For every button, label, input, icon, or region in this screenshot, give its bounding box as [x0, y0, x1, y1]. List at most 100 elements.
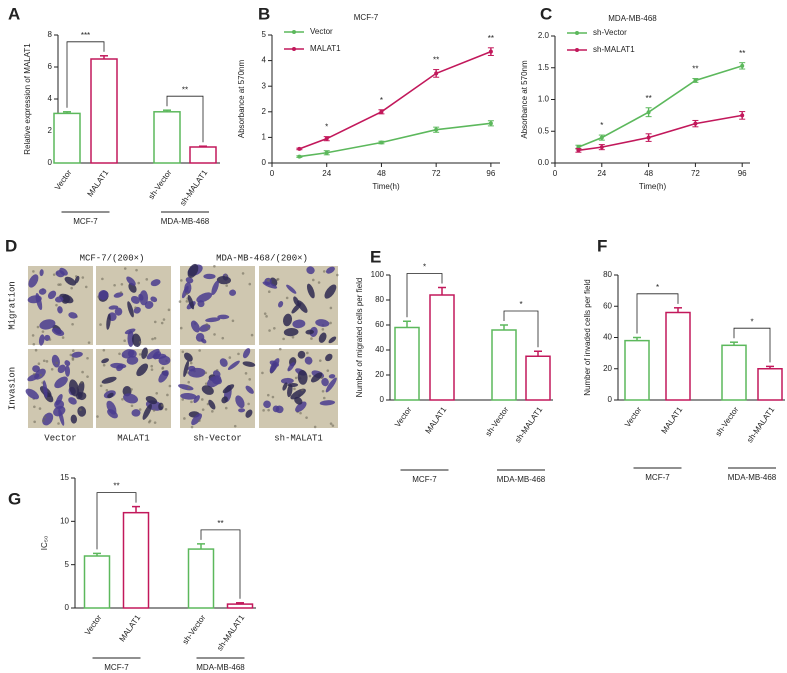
significance-bracket	[636, 293, 679, 334]
y-tick-label: 80	[603, 270, 612, 279]
cell	[70, 414, 78, 424]
pore	[105, 389, 109, 392]
pore	[86, 356, 89, 360]
micrograph	[27, 266, 93, 346]
cell	[51, 327, 65, 336]
pore	[205, 323, 209, 326]
y-tick-label: 1	[262, 133, 267, 142]
point	[599, 145, 604, 150]
y-axis-label: Number of migrated cells per field	[355, 278, 364, 398]
panel-letter: F	[597, 236, 607, 255]
pore	[138, 408, 142, 411]
x-tick-label: 72	[691, 169, 700, 178]
bar	[394, 326, 420, 401]
cell	[185, 277, 194, 284]
group-label: MDA-MB-468	[196, 663, 245, 672]
cell	[55, 270, 65, 278]
cell	[217, 314, 230, 320]
pore	[50, 367, 54, 371]
cell	[245, 409, 253, 418]
cell	[290, 388, 306, 400]
pore	[294, 376, 298, 380]
point	[297, 154, 302, 159]
cell	[201, 385, 214, 395]
cell	[208, 399, 216, 410]
cell	[59, 293, 74, 304]
cell	[187, 263, 199, 278]
pore	[263, 312, 267, 315]
image-title: MCF-7/(200×)	[80, 253, 145, 263]
column-label: Vector	[44, 433, 76, 443]
cell	[131, 409, 141, 417]
pore	[102, 348, 106, 352]
cell	[106, 313, 111, 330]
x-tick-label: MALAT1	[423, 405, 448, 436]
group-label: MDA-MB-468	[728, 473, 777, 482]
micrograph	[259, 266, 339, 345]
pore	[305, 416, 308, 419]
cell	[280, 377, 294, 384]
cell	[139, 290, 149, 306]
cell	[107, 392, 114, 399]
micrograph	[96, 266, 171, 348]
point	[434, 71, 439, 76]
cell	[269, 358, 280, 373]
pore	[36, 325, 40, 329]
legend-marker	[292, 30, 296, 34]
y-tick-label: 5	[65, 560, 70, 569]
group-label: MCF-7	[645, 473, 670, 482]
cell	[263, 400, 271, 409]
point	[740, 113, 745, 118]
significance-label: **	[488, 34, 494, 43]
cell	[190, 320, 200, 333]
column-label: sh-MALAT1	[274, 433, 323, 443]
point	[693, 78, 698, 83]
cell	[68, 397, 77, 405]
bar	[187, 548, 215, 609]
y-tick-label: 60	[603, 301, 612, 310]
point	[324, 136, 329, 141]
pore	[248, 282, 252, 286]
pore	[213, 333, 216, 336]
pore	[55, 361, 59, 365]
cell	[222, 384, 235, 394]
pore	[86, 375, 89, 378]
cell	[71, 351, 83, 358]
x-tick-label: sh-Vector	[714, 405, 741, 438]
pore	[213, 264, 216, 268]
x-tick-label: Vector	[53, 168, 74, 192]
x-tick-label: sh-MALAT1	[745, 405, 777, 445]
bar	[90, 58, 118, 164]
pore	[164, 407, 168, 411]
pore	[265, 315, 268, 318]
pore	[34, 348, 38, 352]
pore	[55, 303, 58, 307]
pore	[81, 276, 85, 279]
x-tick-label: MALAT1	[85, 168, 110, 199]
pore	[221, 336, 225, 340]
x-tick-label: 72	[432, 169, 441, 178]
pore	[228, 356, 232, 359]
pore	[293, 387, 296, 391]
pore	[262, 409, 265, 412]
legend-marker	[575, 48, 579, 52]
legend-marker	[292, 47, 296, 51]
cell	[53, 406, 66, 417]
cell	[201, 338, 207, 344]
significance-label: *	[325, 123, 328, 132]
pore	[150, 364, 154, 368]
pore	[87, 341, 91, 344]
cell	[242, 348, 251, 359]
pore	[160, 321, 164, 325]
significance-bracket	[503, 310, 539, 348]
cell	[54, 376, 68, 389]
cell	[178, 384, 194, 391]
pore	[204, 371, 208, 375]
significance-label: **	[182, 85, 188, 94]
pore	[329, 422, 333, 425]
cell	[306, 266, 315, 275]
point	[740, 63, 745, 68]
cell	[42, 380, 48, 399]
cell	[32, 365, 40, 373]
pore	[301, 388, 304, 392]
